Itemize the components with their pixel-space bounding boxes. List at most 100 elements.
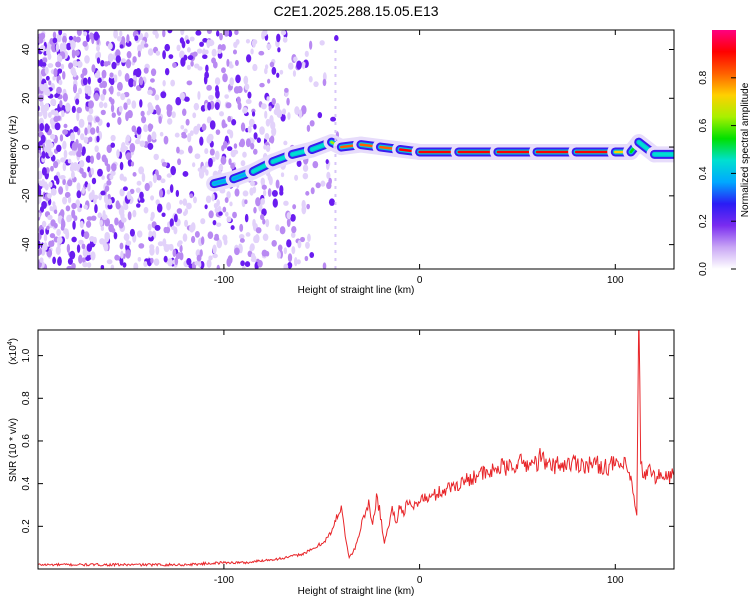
noise-speck bbox=[60, 63, 65, 70]
noise-speck bbox=[322, 262, 327, 269]
noise-speck bbox=[185, 118, 190, 126]
noise-speck bbox=[113, 30, 119, 39]
noise-speck bbox=[76, 182, 81, 192]
noise-speck bbox=[149, 247, 155, 256]
noise-speck bbox=[71, 50, 76, 59]
noise-speck bbox=[120, 36, 126, 46]
noise-speck bbox=[298, 109, 303, 119]
noise-speck bbox=[265, 144, 271, 152]
noise-speck bbox=[215, 85, 219, 93]
noise-speck bbox=[128, 78, 135, 88]
noise-speck bbox=[119, 242, 124, 250]
noise-speck bbox=[211, 57, 217, 64]
noise-speck bbox=[280, 172, 285, 178]
noise-speck bbox=[78, 254, 83, 264]
noise-speck bbox=[201, 165, 207, 173]
noise-speck bbox=[302, 61, 306, 70]
noise-speck bbox=[94, 72, 99, 78]
noise-speck bbox=[109, 78, 115, 86]
noise-speck bbox=[230, 162, 235, 170]
noise-speck bbox=[96, 44, 100, 52]
noise-speck bbox=[138, 166, 145, 175]
noise-speck bbox=[186, 80, 193, 86]
noise-speck bbox=[225, 102, 232, 109]
noise-speck bbox=[93, 31, 100, 41]
noise-speck bbox=[125, 135, 131, 142]
noise-speck bbox=[69, 132, 76, 142]
noise-speck bbox=[202, 54, 208, 60]
noise-speck bbox=[101, 69, 107, 79]
noise-speck bbox=[279, 190, 284, 196]
noise-speck bbox=[206, 259, 212, 268]
noise-speck bbox=[175, 97, 182, 106]
noise-speck bbox=[284, 87, 289, 93]
noise-speck bbox=[243, 75, 249, 85]
noise-speck bbox=[96, 135, 100, 143]
noise-speck bbox=[229, 61, 233, 69]
noise-speck bbox=[136, 180, 142, 186]
noise-speck bbox=[56, 144, 62, 152]
noise-speck bbox=[143, 124, 149, 133]
noise-speck bbox=[322, 78, 327, 87]
noise-speck bbox=[38, 72, 43, 83]
noise-speck bbox=[184, 208, 188, 215]
noise-speck bbox=[106, 163, 111, 173]
noise-speck bbox=[238, 141, 243, 147]
noise-speck bbox=[50, 133, 56, 140]
noise-speck bbox=[61, 110, 65, 118]
y-tick-label: 0.6 bbox=[21, 434, 32, 448]
noise-speck bbox=[41, 220, 47, 228]
noise-speck bbox=[91, 189, 95, 199]
noise-speck bbox=[45, 75, 50, 81]
noise-speck bbox=[244, 83, 250, 91]
noise-speck bbox=[86, 262, 92, 268]
noise-speck bbox=[108, 96, 113, 102]
noise-speck bbox=[119, 188, 125, 197]
noise-speck bbox=[170, 79, 176, 87]
noise-speck bbox=[143, 261, 148, 267]
noise-speck bbox=[255, 227, 262, 234]
noise-speck bbox=[301, 105, 307, 115]
snr-frame bbox=[37, 329, 675, 570]
snr-series-line bbox=[38, 330, 674, 568]
noise-speck bbox=[313, 81, 319, 88]
noise-speck bbox=[47, 112, 52, 119]
noise-speck bbox=[119, 30, 123, 37]
noise-speck bbox=[113, 232, 118, 240]
noise-speck bbox=[266, 96, 270, 102]
noise-speck bbox=[162, 50, 166, 60]
noise-speck bbox=[136, 126, 142, 135]
noise-speck bbox=[282, 108, 287, 115]
noise-speck bbox=[132, 56, 137, 63]
noise-speck bbox=[46, 225, 50, 231]
noise-speck bbox=[53, 115, 59, 123]
noise-speck bbox=[122, 186, 128, 191]
noise-speck bbox=[172, 62, 177, 69]
noise-speck bbox=[245, 232, 251, 237]
noise-speck bbox=[46, 91, 51, 97]
noise-speck bbox=[260, 197, 266, 205]
noise-speck bbox=[255, 197, 261, 207]
noise-speck bbox=[240, 260, 245, 267]
noise-speck bbox=[197, 90, 201, 100]
noise-speck bbox=[182, 171, 189, 177]
noise-speck bbox=[290, 231, 296, 239]
noise-speck bbox=[190, 235, 196, 244]
noise-speck bbox=[65, 42, 72, 51]
noise-speck bbox=[283, 263, 289, 269]
noise-speck bbox=[283, 200, 289, 206]
noise-speck bbox=[309, 251, 315, 258]
noise-speck bbox=[76, 111, 80, 122]
noise-speck bbox=[72, 59, 78, 67]
noise-speck bbox=[110, 134, 116, 142]
noise-speck bbox=[308, 76, 313, 83]
noise-speck bbox=[106, 144, 112, 154]
noise-speck bbox=[100, 109, 106, 116]
noise-speck bbox=[119, 44, 124, 49]
noise-speck bbox=[261, 249, 268, 257]
noise-speck bbox=[94, 92, 100, 102]
noise-speck bbox=[59, 43, 64, 52]
noise-speck bbox=[107, 198, 112, 206]
noise-speck bbox=[206, 84, 212, 91]
noise-speck bbox=[63, 123, 68, 129]
